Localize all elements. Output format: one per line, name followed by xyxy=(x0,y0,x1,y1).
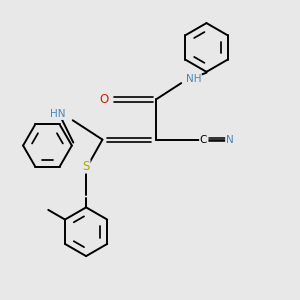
Text: N: N xyxy=(226,135,233,145)
Text: NH: NH xyxy=(186,74,201,84)
Text: C: C xyxy=(200,135,207,145)
Text: S: S xyxy=(82,160,90,173)
Text: O: O xyxy=(99,93,109,106)
Text: HN: HN xyxy=(50,109,66,119)
